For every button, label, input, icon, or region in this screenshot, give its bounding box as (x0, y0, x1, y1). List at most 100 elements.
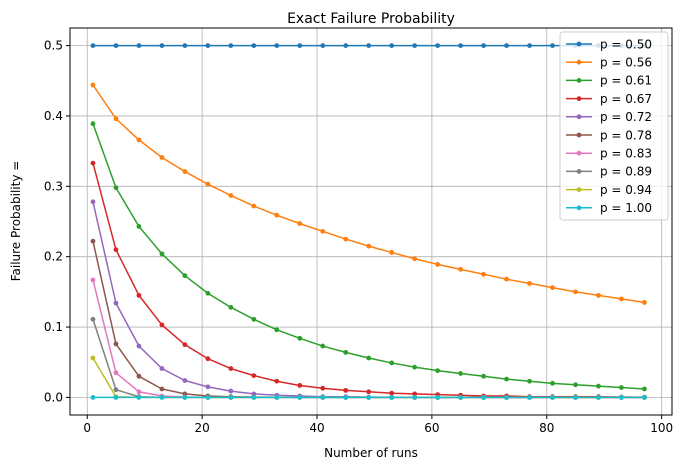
data-point (113, 370, 119, 376)
legend-label: p = 0.72 (600, 110, 652, 124)
x-axis-ticks: 0 20 40 60 80 100 (83, 415, 673, 435)
data-point (159, 366, 165, 371)
data-point (136, 389, 142, 395)
data-point (504, 376, 509, 382)
data-point (297, 221, 303, 227)
data-point (389, 43, 395, 48)
data-point (90, 121, 96, 127)
legend: p = 0.50 p = 0.56 p = 0.61 p = 0.67 p = 0.72… (559, 31, 669, 221)
data-point (113, 43, 119, 48)
data-point (435, 395, 441, 400)
data-point (389, 360, 395, 366)
data-point (573, 382, 578, 388)
y-axis-ticks: 0.0 0.1 0.2 0.3 0.4 0.5 (44, 39, 70, 404)
data-point (113, 300, 119, 306)
data-point (251, 395, 257, 400)
legend-entry: p = 0.61 (566, 74, 652, 88)
data-point (113, 387, 119, 393)
data-point (320, 228, 326, 234)
series-1 (90, 82, 647, 305)
legend-label: p = 1.00 (600, 201, 652, 215)
legend-label: p = 0.89 (600, 165, 652, 179)
data-point (182, 342, 188, 348)
data-point (113, 247, 119, 253)
legend-entry: p = 0.50 (566, 37, 652, 51)
data-point (389, 395, 395, 400)
data-point (90, 82, 96, 88)
data-point (228, 388, 234, 394)
x-axis-label: Number of runs (324, 446, 418, 460)
data-point (228, 395, 234, 400)
legend-label: p = 0.67 (600, 92, 652, 106)
data-point (159, 395, 165, 400)
data-point (458, 43, 464, 48)
legend-entry: p = 0.67 (566, 92, 652, 106)
legend-swatch-marker (576, 150, 582, 156)
data-point (136, 292, 142, 298)
data-point (481, 373, 486, 379)
data-point (90, 395, 96, 400)
data-point (550, 285, 555, 291)
data-point (550, 43, 555, 48)
legend-swatch-marker (576, 187, 582, 193)
data-point (458, 371, 464, 376)
data-point (251, 373, 257, 378)
data-point (619, 296, 624, 302)
data-point (343, 43, 349, 48)
data-point (274, 395, 280, 400)
data-point (251, 43, 257, 48)
data-point (527, 281, 532, 286)
series-lines (90, 43, 647, 400)
y-tick-label: 0.4 (44, 109, 63, 123)
data-point (228, 366, 234, 371)
data-point (642, 386, 647, 392)
data-point (205, 181, 211, 187)
data-point (366, 243, 372, 249)
x-tick-label: 40 (309, 421, 324, 435)
data-point (320, 43, 326, 48)
data-point (343, 236, 349, 242)
data-point (90, 43, 96, 48)
data-point (136, 395, 142, 400)
data-point (550, 395, 555, 400)
data-point (527, 395, 532, 400)
data-point (389, 390, 395, 396)
data-point (182, 273, 188, 279)
data-point (159, 155, 165, 160)
data-point (573, 395, 578, 400)
data-point (205, 384, 211, 390)
data-point (205, 395, 211, 400)
y-tick-label: 0.2 (44, 250, 63, 264)
data-point (504, 395, 509, 400)
legend-swatch-marker (576, 59, 582, 65)
data-point (320, 343, 326, 349)
data-point (458, 266, 464, 272)
legend-entry: p = 1.00 (566, 201, 652, 215)
legend-label: p = 0.94 (600, 183, 652, 197)
legend-entry: p = 0.78 (566, 128, 652, 142)
data-point (136, 137, 142, 143)
series-4 (90, 199, 647, 400)
data-point (366, 389, 372, 395)
data-point (136, 224, 142, 229)
data-point (274, 43, 280, 48)
legend-swatch-marker (576, 41, 582, 47)
data-point (527, 378, 532, 384)
data-point (205, 356, 211, 362)
data-point (159, 43, 165, 48)
legend-entry: p = 0.72 (566, 110, 652, 124)
legend-entry: p = 0.56 (566, 56, 652, 70)
y-axis-label: Failure Probability = (9, 161, 23, 282)
data-point (481, 43, 486, 48)
legend-label: p = 0.83 (600, 147, 652, 161)
data-point (550, 380, 555, 386)
data-point (90, 160, 96, 166)
data-point (435, 43, 441, 48)
data-point (251, 203, 257, 209)
plot-frame (69, 27, 673, 416)
data-point (205, 290, 211, 296)
data-point (412, 391, 418, 397)
data-point (435, 262, 441, 267)
series-line (92, 201, 645, 399)
data-point (504, 43, 509, 48)
